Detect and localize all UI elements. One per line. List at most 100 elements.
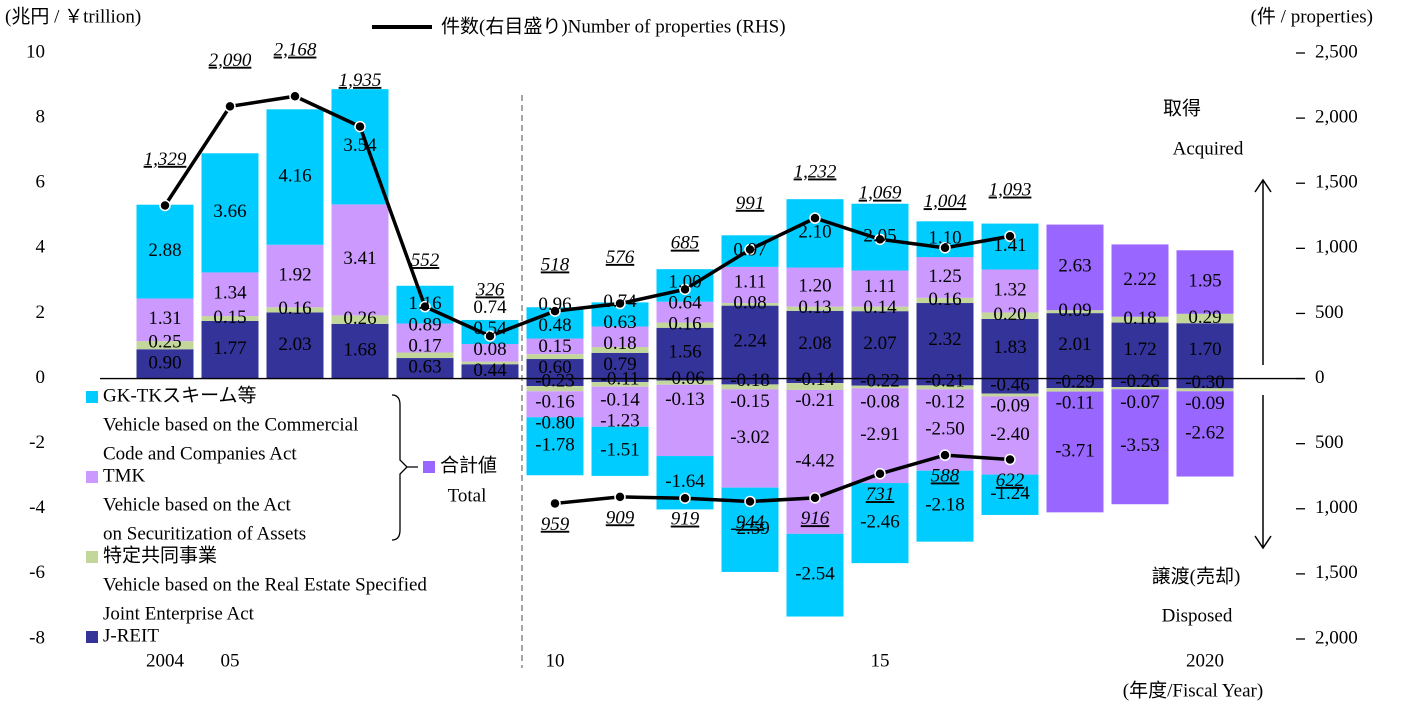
bar-segment [266,307,324,313]
bar-segment [786,306,844,311]
bar-value-label: -0.15 [730,391,770,412]
bar-segment [656,322,714,328]
bar-value-label: 0.29 [1188,307,1221,328]
bar-value-label: 0.16 [928,289,961,310]
bar-value-label: 2.10 [798,222,831,243]
count-point [874,233,886,246]
bar-segment [1176,388,1234,392]
bar-segment [656,327,714,379]
bar-segment [591,382,649,387]
count-point [224,100,236,113]
y-tick-label: 8 [36,106,46,127]
bar-value-label: 1.95 [1188,270,1221,291]
direction-arrows [1254,178,1272,550]
bar-segment [396,352,454,359]
count-value-label: 2,090 [209,50,252,71]
count-value-label: 991 [736,193,765,214]
legend-description: Vehicle based on the Real Estate Specifi… [103,574,427,595]
bar-value-label: 1.70 [1188,339,1221,360]
bar-value-label: -2.46 [860,511,900,532]
bar-value-label: -0.22 [860,370,900,391]
count-point [744,243,756,256]
bar-segment [981,393,1039,397]
bar-segment [1111,387,1169,390]
bar-segment [201,153,259,273]
count-value-label: 916 [801,508,830,529]
count-value-label: 1,232 [794,161,837,182]
bar-value-label: -0.08 [860,391,900,412]
bar-segment [1176,250,1234,314]
bar-value-label: -0.23 [535,371,575,392]
y-tick-label: 4 [36,237,46,258]
bar-segment [786,310,844,379]
bar-value-label: -0.12 [925,391,965,412]
bar-value-label: 3.66 [213,201,246,222]
annotation: Disposed [1162,605,1233,626]
y-tick-label: 2 [36,302,46,323]
count-line [554,453,1011,506]
bar-segment [201,316,259,321]
bar-value-label: 2.07 [863,333,896,354]
count-value-label: 959 [541,514,570,535]
bar-value-label: 1.68 [343,340,376,361]
bar-segment [1111,322,1169,379]
bar-segment [266,312,324,379]
bar-value-label: -1.78 [535,435,575,456]
bar-segment [786,378,844,384]
bar-segment [786,389,844,534]
bar-segment [981,474,1039,515]
bar-value-label: 2.08 [798,333,831,354]
y-tick-label: -6 [29,562,45,583]
bar-value-label: -3.02 [730,427,770,448]
legend-swatch [86,471,98,483]
count-point [679,283,691,296]
count-point [809,212,821,224]
bar-value-label: 0.96 [538,294,571,315]
legend-swatch [423,461,435,473]
bar-value-label: -2.40 [990,424,1030,445]
bar-value-label: 1.32 [993,279,1026,300]
bar-segment [396,323,454,353]
bar-value-label: 0.26 [343,308,376,329]
bar-value-label: 0.08 [473,339,506,360]
bar-value-label: 1.20 [798,275,831,296]
bar-segment [851,385,909,389]
bar-segment [981,318,1039,379]
bar-segment [396,358,454,379]
bar-segment [786,383,844,390]
y-tick-label: 0 [36,367,46,388]
bar-value-label: 0.97 [733,239,766,260]
bar-value-label: -0.09 [1185,393,1225,414]
bar-value-label: 2.24 [733,330,767,351]
y2-unit-label: (件 / properties) [1251,5,1373,27]
count-value-label: 1,093 [989,180,1032,201]
bar-value-label: 0.08 [733,293,766,314]
bar-value-label: -3.71 [1055,440,1095,461]
bar-value-label: -1.24 [990,483,1030,504]
bar-value-label: 0.79 [603,354,636,375]
bar-segment [461,364,519,379]
y2-tick-label: 500 [1315,432,1344,453]
count-value-label: 2,168 [274,40,317,61]
bar-segment [331,323,389,379]
bar-segment [526,417,584,476]
count-value-label: 1,935 [339,70,382,91]
count-point [679,492,691,504]
bar-value-label: 2.03 [278,334,311,355]
legend-label: J-REIT [103,625,159,646]
bar-segment [266,109,324,245]
bar-value-label: 2.32 [928,329,961,350]
bar-segment [721,389,779,488]
count-point [1004,453,1016,466]
bar-segment [656,384,714,457]
y2-tick-label: 0 [1315,367,1325,388]
bar-segment [136,298,194,342]
bar-value-label: -0.14 [600,390,640,411]
bar-value-label: 0.16 [668,314,701,335]
count-value-label: 326 [475,279,505,300]
bar-segment [786,267,844,307]
count-value-label: 552 [411,250,440,271]
bar-value-label: 0.48 [538,315,571,336]
bar-segment [1111,389,1169,505]
y2-tick-label: 1,000 [1315,497,1358,518]
